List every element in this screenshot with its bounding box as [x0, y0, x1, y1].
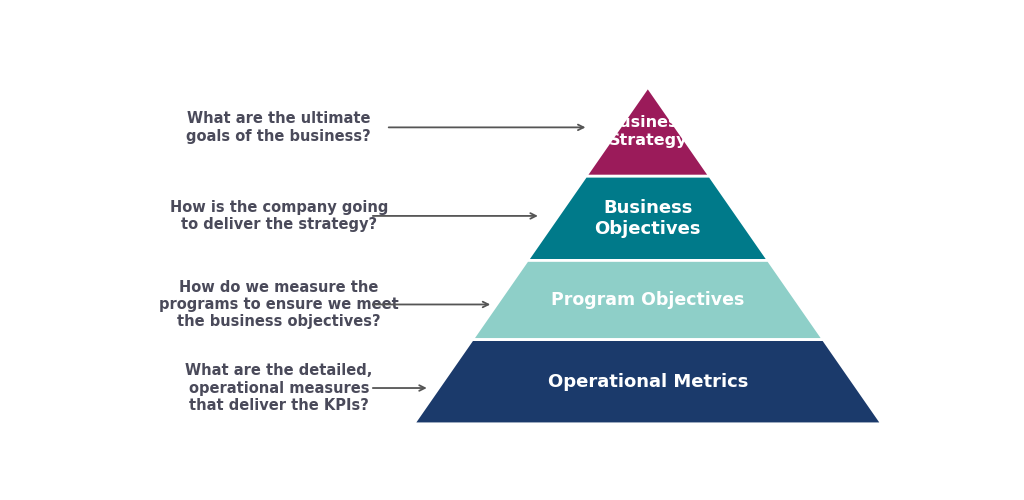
Polygon shape: [586, 87, 710, 176]
Text: What are the detailed,
operational measures
that deliver the KPIs?: What are the detailed, operational measu…: [185, 363, 373, 413]
Text: Business
Objectives: Business Objectives: [595, 199, 701, 237]
Text: How is the company going
to deliver the strategy?: How is the company going to deliver the …: [170, 200, 388, 232]
Text: How do we measure the
programs to ensure we meet
the business objectives?: How do we measure the programs to ensure…: [159, 280, 398, 330]
Text: Operational Metrics: Operational Metrics: [548, 372, 748, 390]
Polygon shape: [472, 260, 823, 340]
Text: Business
Strategy: Business Strategy: [608, 116, 688, 148]
Polygon shape: [414, 340, 882, 424]
Polygon shape: [527, 176, 768, 260]
Text: What are the ultimate
goals of the business?: What are the ultimate goals of the busin…: [186, 111, 371, 144]
Text: Program Objectives: Program Objectives: [551, 291, 744, 309]
